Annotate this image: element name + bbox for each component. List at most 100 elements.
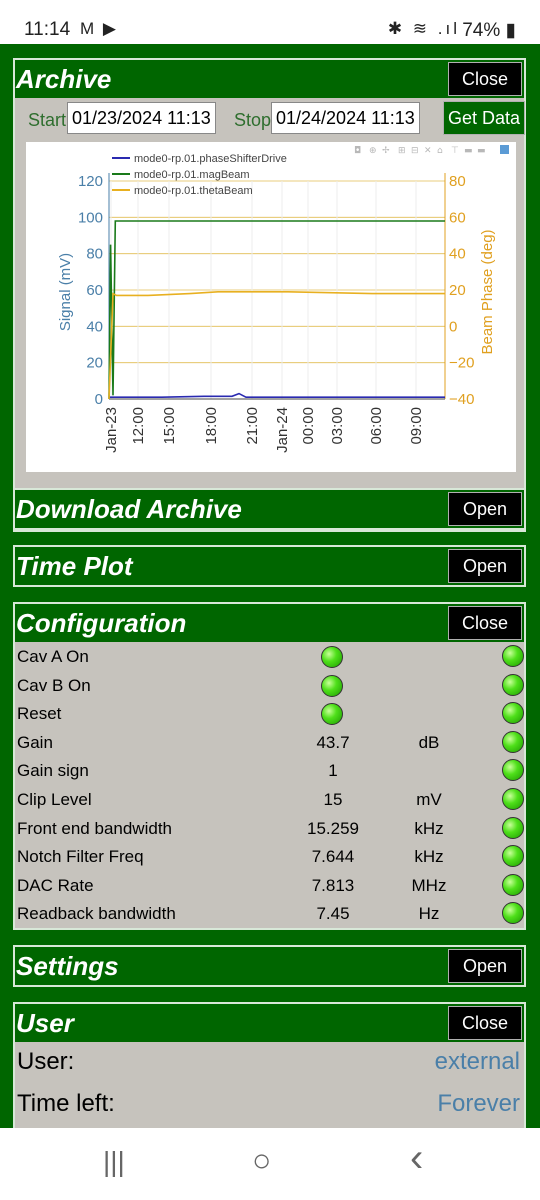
plot-ticks: 0 20 40 60 80 100 120 −40 −20 0 20 40 60 80 Jan-23 12:0…: [78, 173, 474, 453]
status-time: 11:14: [24, 19, 71, 40]
toggle-led-icon[interactable]: [321, 646, 343, 668]
config-value[interactable]: 15.259: [307, 818, 359, 838]
y-tick-label: 0: [95, 391, 103, 408]
legend-entry[interactable]: mode0-rp.01.magBeam: [134, 169, 250, 181]
zoom-icon[interactable]: ⊕: [369, 146, 377, 156]
x-tick-label: Jan-23: [103, 407, 120, 453]
time-left-label: Time left:: [17, 1090, 115, 1117]
toggle-led-icon[interactable]: [321, 703, 343, 726]
plot-legend[interactable]: mode0-rp.01.phaseShifterDrive mode0-rp.01…: [112, 153, 287, 197]
recents-icon[interactable]: |||: [103, 1146, 125, 1177]
home-icon[interactable]: ○: [252, 1142, 272, 1178]
config-value[interactable]: 7.813: [311, 875, 355, 895]
configuration-panel: Configuration Close Cav A On Cav B On Rese…: [13, 602, 526, 930]
start-label: Start: [28, 110, 67, 130]
y2-tick-label: 0: [449, 318, 457, 335]
series-line-3: [108, 291, 445, 400]
plotly-logo-icon[interactable]: [500, 145, 509, 154]
y2-tick-label: 40: [449, 246, 466, 263]
legend-entry[interactable]: mode0-rp.01.phaseShifterDrive: [134, 153, 287, 165]
settings-panel: Settings Open: [13, 945, 526, 987]
status-led-icon: [502, 730, 524, 753]
y2-tick-label: −40: [449, 391, 474, 408]
config-value[interactable]: 15: [323, 789, 343, 809]
hover-closest-icon[interactable]: ▬: [464, 146, 473, 156]
get-data-button[interactable]: Get Data: [443, 101, 525, 135]
series-line-1: [109, 392, 445, 398]
configuration-title: Configuration: [16, 608, 187, 638]
reset-axes-icon[interactable]: ⌂: [437, 146, 443, 156]
y-tick-label: 80: [86, 246, 103, 263]
config-label: Cav B On: [17, 675, 91, 695]
hover-compare-icon[interactable]: ▬: [477, 146, 486, 156]
plot-modebar[interactable]: ◘ ⊕ ✢ ⊞ ⊟ ✕ ⌂ ⊤ ▬ ▬: [354, 145, 509, 156]
archive-title: Archive: [16, 64, 112, 94]
toggle-led-icon[interactable]: [321, 674, 343, 697]
battery-percent: 74%: [462, 20, 501, 41]
user-header: User Close: [15, 1004, 524, 1042]
time-plot-open-button[interactable]: Open: [448, 549, 522, 583]
archive-panel: Archive Close Start Stop Get Data ◘ ⊕ ✢ …: [13, 58, 526, 532]
zoom-in-icon[interactable]: ⊞: [398, 146, 406, 156]
config-label: Notch Filter Freq: [17, 847, 144, 867]
configuration-body: Cav A On Cav B On Reset Gain 43.7 dB Gain sign…: [15, 642, 524, 928]
config-value[interactable]: 7.644: [311, 847, 355, 867]
y-axis-label: Signal (mV): [57, 253, 74, 331]
user-close-button[interactable]: Close: [448, 1006, 522, 1040]
config-value[interactable]: 7.45: [316, 904, 350, 924]
x-tick-label: 18:00: [203, 407, 220, 445]
archive-close-button[interactable]: Close: [448, 62, 522, 96]
notification-icons: M ▶: [80, 19, 118, 38]
system-nav-bar: ||| ○ ‹: [0, 1128, 540, 1200]
config-unit: dB: [418, 732, 440, 752]
download-archive-open-button[interactable]: Open: [448, 492, 522, 526]
spike-icon[interactable]: ⊤: [451, 146, 459, 156]
back-icon[interactable]: ‹: [410, 1136, 424, 1180]
config-unit: MHz: [411, 875, 447, 895]
y-tick-label: 40: [86, 318, 103, 335]
config-label: Clip Level: [17, 789, 92, 809]
archive-header: Archive Close: [15, 60, 524, 98]
y-tick-label: 100: [78, 209, 103, 226]
status-led-icon: [502, 816, 524, 839]
config-label: Reset: [17, 704, 62, 724]
user-body: User: external Time left: Forever: [15, 1042, 524, 1128]
autoscale-icon[interactable]: ✕: [424, 146, 432, 156]
config-row: Cav A On: [15, 642, 524, 671]
user-panel: User Close User: external Time left: For…: [13, 1002, 526, 1128]
user-title: User: [16, 1008, 74, 1038]
status-led-icon: [502, 873, 524, 896]
user-label: User:: [17, 1048, 75, 1075]
x-tick-label: 21:00: [244, 407, 261, 445]
battery-level: 74% ▮: [462, 20, 516, 41]
time-plot-panel: Time Plot Open: [13, 545, 526, 587]
settings-header: Settings Open: [15, 947, 524, 985]
config-value[interactable]: 43.7: [316, 732, 350, 752]
status-led-icon: [502, 645, 524, 667]
configuration-close-button[interactable]: Close: [448, 606, 522, 640]
status-led-icon: [502, 759, 524, 782]
settings-open-button[interactable]: Open: [448, 949, 522, 983]
time-plot-title: Time Plot: [16, 551, 133, 581]
config-row: Gain sign 1: [15, 756, 524, 785]
config-value[interactable]: 1: [328, 761, 338, 781]
archive-plot[interactable]: ◘ ⊕ ✢ ⊞ ⊟ ✕ ⌂ ⊤ ▬ ▬ 0 20 40 60 80 100 120 −40 −2…: [26, 142, 516, 472]
connectivity-icons: ✱ ≋ .ıl: [387, 19, 460, 38]
x-tick-label: 09:00: [408, 407, 425, 445]
status-led-icon: [502, 673, 524, 696]
zoom-out-icon[interactable]: ⊟: [411, 146, 419, 156]
download-archive-header: Download Archive Open: [15, 490, 524, 528]
camera-icon[interactable]: ◘: [354, 146, 361, 156]
status-led-icon: [502, 845, 524, 868]
legend-entry[interactable]: mode0-rp.01.thetaBeam: [134, 185, 253, 197]
y-tick-label: 20: [86, 355, 103, 372]
stop-label: Stop: [234, 110, 272, 130]
x-tick-label: Jan-24: [274, 407, 291, 453]
config-label: Gain sign: [17, 761, 89, 781]
configuration-header: Configuration Close: [15, 604, 524, 642]
stop-date-input[interactable]: [271, 102, 420, 134]
start-date-input[interactable]: [67, 102, 216, 134]
pan-icon[interactable]: ✢: [382, 146, 390, 156]
y-tick-label: 60: [86, 282, 103, 299]
user-value: external: [434, 1048, 520, 1075]
